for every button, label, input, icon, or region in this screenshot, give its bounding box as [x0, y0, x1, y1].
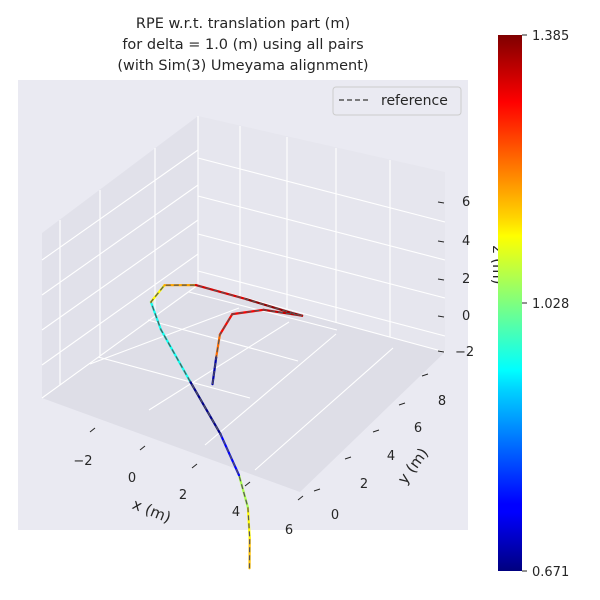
y-tick-labels: 0 2 4 6 8	[331, 394, 446, 523]
y-tick-label: 2	[360, 477, 368, 492]
x-tick-labels: −2 0 2 4 6	[73, 454, 293, 538]
title-line-2: for delta = 1.0 (m) using all pairs	[122, 37, 363, 53]
z-tick-label: 0	[462, 309, 470, 324]
pane-edge-floor-left	[41, 284, 199, 399]
z-tick-mark-2	[437, 315, 445, 318]
x-tick-mark-1	[89, 427, 96, 433]
z-tick-labels: −2 0 2 4 6	[455, 195, 474, 360]
y-tick-mark-4	[398, 402, 406, 406]
legend-frame	[332, 86, 462, 116]
grid-lines	[41, 116, 446, 471]
x-tick-label: 2	[179, 488, 187, 503]
y-tick-mark-1	[313, 488, 321, 492]
back-left-pane	[42, 116, 198, 398]
axis-ticks	[89, 201, 445, 501]
y-tick-label: 6	[414, 421, 422, 436]
grid-floor-x1	[97, 356, 251, 399]
x-tick-mark-4	[244, 481, 251, 487]
title-line-1: RPE w.r.t. translation part (m)	[136, 16, 350, 32]
chart-title: RPE w.r.t. translation part (m) for delt…	[117, 16, 368, 74]
grid-left-h1	[41, 253, 199, 366]
colorbar-gradient	[498, 35, 522, 571]
x-tick-mark-3	[191, 463, 198, 469]
z-tick-label: 4	[462, 234, 470, 249]
x-tick-label: −2	[73, 454, 92, 469]
x-tick-mark-5	[297, 495, 304, 501]
colorbar-label-max: 1.385	[532, 29, 569, 44]
grid-right-h2	[197, 233, 446, 299]
z-tick-mark-5	[437, 201, 445, 204]
grid-floor-y4	[254, 347, 394, 471]
x-tick-mark-2	[139, 445, 146, 451]
z-tick-label: −2	[455, 345, 474, 360]
grid-left-h2	[41, 219, 199, 331]
grid-right-h3	[197, 195, 446, 261]
reference-line	[150, 284, 303, 569]
rpe-segment	[218, 313, 234, 336]
reference-trajectory	[150, 284, 303, 569]
y-tick-label: 4	[387, 449, 395, 464]
legend-reference-label: reference	[381, 93, 448, 109]
colorbar: 1.385 1.028 0.671	[498, 29, 569, 580]
z-tick-mark-4	[437, 240, 445, 243]
z-tick-label: 2	[462, 272, 470, 287]
y-tick-label: 0	[331, 508, 339, 523]
x-tick-label: 6	[285, 523, 293, 538]
z-tick-label: 6	[462, 195, 470, 210]
grid-floor-y2	[148, 321, 290, 411]
z-tick-mark-1	[437, 350, 445, 353]
grid-floor-x3	[188, 291, 338, 331]
y-tick-label: 8	[438, 394, 446, 409]
y-tick-mark-5	[421, 373, 429, 377]
grid-right-h4	[197, 157, 446, 223]
x-tick-label: 0	[128, 471, 136, 486]
grid-floor-x2	[147, 319, 299, 362]
grid-left-h4	[41, 149, 199, 261]
y-tick-mark-2	[344, 456, 352, 460]
back-right-pane	[198, 116, 445, 352]
colorbar-label-min: 0.671	[532, 565, 569, 580]
colorbar-label-mid: 1.028	[532, 297, 569, 312]
y-tick-mark-3	[372, 429, 380, 433]
grid-floor-y3	[204, 333, 337, 446]
floor-pane	[42, 285, 445, 492]
grid-left-h3	[41, 184, 199, 296]
rpe-segment	[215, 333, 221, 359]
legend: reference	[332, 86, 462, 116]
z-tick-mark-3	[437, 278, 445, 281]
pane-group	[42, 116, 445, 492]
grid-right-h1	[197, 270, 446, 337]
x-tick-label: 4	[232, 505, 240, 520]
title-line-3: (with Sim(3) Umeyama alignment)	[117, 58, 368, 74]
